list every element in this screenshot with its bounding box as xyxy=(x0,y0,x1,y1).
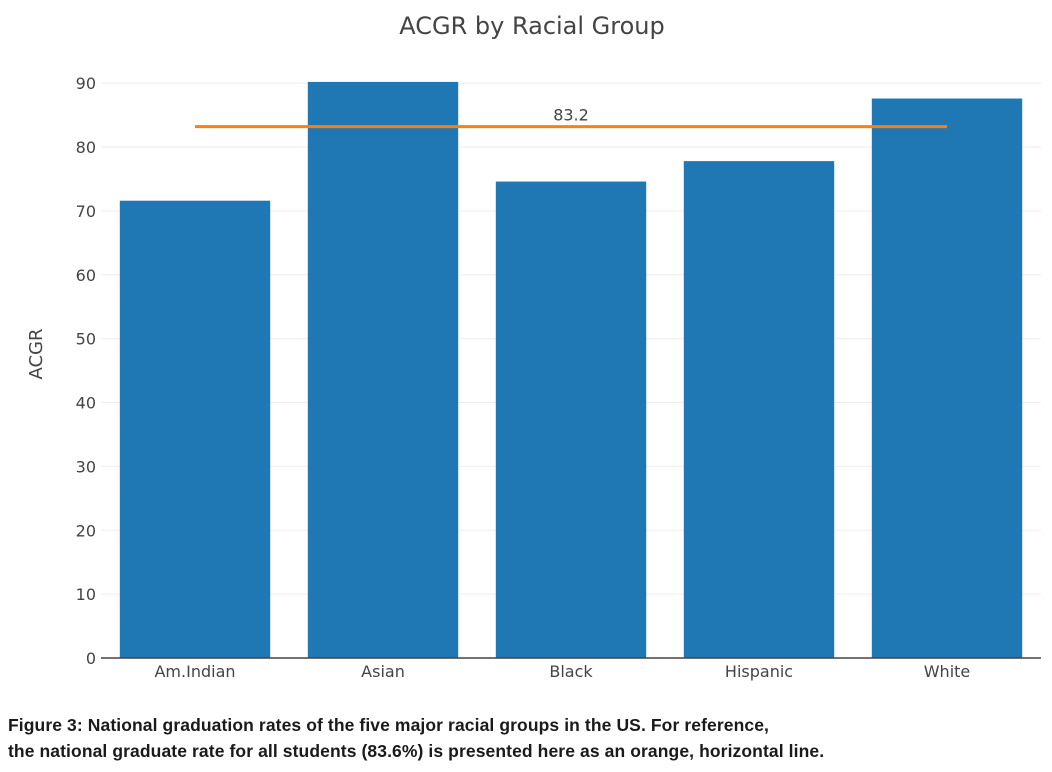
x-tick-label: Black xyxy=(549,662,593,681)
y-tick-label: 0 xyxy=(86,649,96,668)
bar-black xyxy=(495,181,647,658)
x-tick-label: Am.Indian xyxy=(154,662,235,681)
y-tick-label: 20 xyxy=(76,521,96,540)
caption-line-2: the national graduate rate for all stude… xyxy=(8,741,825,761)
chart-title: ACGR by Racial Group xyxy=(399,12,665,40)
y-tick-label: 10 xyxy=(76,585,96,604)
figure-caption: Figure 3: National graduation rates of t… xyxy=(8,712,1048,764)
x-tick-label: White xyxy=(924,662,971,681)
x-tick-label: Hispanic xyxy=(725,662,793,681)
bar-chart: ACGR by Racial Group ACGR 83.2 0 10 20 30 40… xyxy=(26,12,1041,681)
y-tick-label: 60 xyxy=(76,266,96,285)
y-tick-label: 70 xyxy=(76,202,96,221)
bar-white xyxy=(871,98,1023,658)
caption-line-1: Figure 3: National graduation rates of t… xyxy=(8,715,769,735)
y-tick-label: 80 xyxy=(76,138,96,157)
bar-asian xyxy=(307,81,459,659)
bar-amindian xyxy=(119,200,271,658)
y-tick-label: 90 xyxy=(76,74,96,93)
bars xyxy=(119,81,1023,659)
y-tick-label: 30 xyxy=(76,457,96,476)
y-tick-label: 50 xyxy=(76,330,96,349)
reference-line-group: 83.2 xyxy=(195,106,947,129)
y-tick-labels: 0 10 20 30 40 50 60 70 80 90 xyxy=(76,74,96,668)
y-tick-label: 40 xyxy=(76,394,96,413)
x-tick-labels: Am.Indian Asian Black Hispanic White xyxy=(154,662,970,681)
x-tick-label: Asian xyxy=(361,662,405,681)
bar-hispanic xyxy=(683,161,835,658)
reference-line-label: 83.2 xyxy=(553,106,589,125)
y-axis-label: ACGR xyxy=(26,328,47,379)
